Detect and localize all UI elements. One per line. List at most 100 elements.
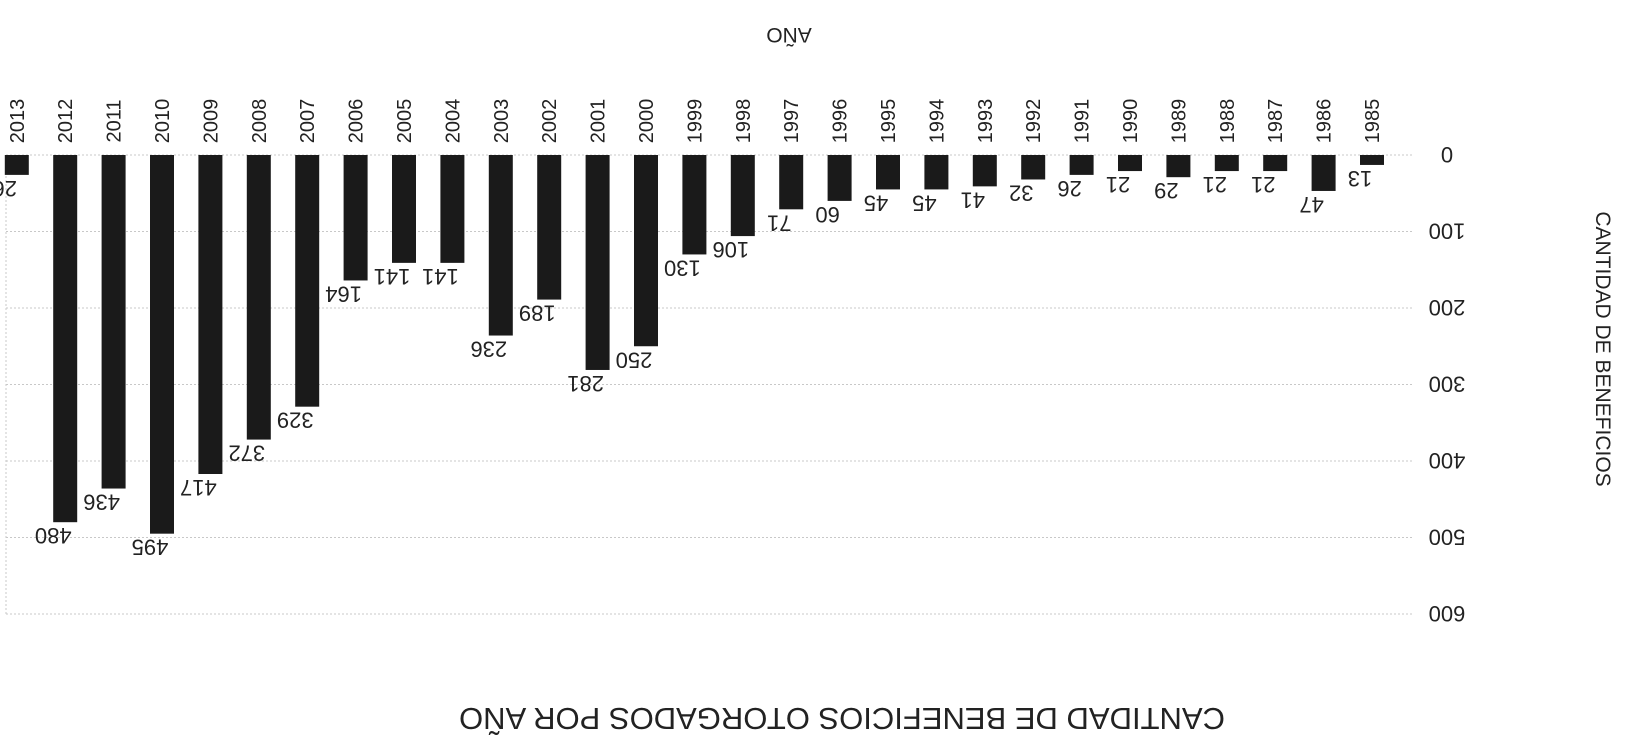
- data-label: 495: [132, 535, 169, 560]
- y-tick-label: 600: [1429, 601, 1466, 626]
- bar: [537, 155, 562, 300]
- data-label: 47: [1299, 192, 1323, 217]
- category-label: 1999: [684, 99, 706, 144]
- bar: [634, 155, 658, 347]
- data-label: 130: [664, 255, 701, 280]
- bar: [295, 155, 320, 407]
- bar: [779, 155, 804, 210]
- category-label: 2003: [491, 99, 513, 144]
- bar: [924, 155, 949, 190]
- category-label: 2006: [346, 99, 368, 144]
- data-label: 417: [180, 475, 217, 500]
- bar: [392, 155, 416, 263]
- category-label: 1997: [781, 99, 803, 144]
- data-label: 26: [0, 176, 17, 201]
- data-label: 26: [1057, 176, 1081, 201]
- grid-lines: [5, 154, 1412, 615]
- data-label: 41: [961, 187, 985, 212]
- data-label: 480: [35, 523, 72, 548]
- data-label: 21: [1203, 172, 1227, 197]
- data-label: 45: [912, 190, 936, 215]
- bar: [101, 155, 126, 489]
- category-label: 2005: [394, 99, 416, 144]
- bar: [1118, 155, 1142, 172]
- data-label: 436: [83, 490, 120, 515]
- data-label: 189: [519, 301, 556, 326]
- category-label: 1998: [733, 99, 755, 144]
- category-label: 1991: [1072, 99, 1094, 144]
- chart-title: CANTIDAD DE BENEFICIOS OTORGADOS POR AÑO: [459, 701, 1225, 736]
- y-tick-label: 200: [1429, 295, 1466, 320]
- data-label: 71: [767, 210, 791, 235]
- data-label: 106: [712, 237, 749, 262]
- data-labels: 13 47 21 21 29 21 26 32 41 45 45 60 71 106 130 250 281 18…: [0, 166, 1372, 560]
- data-label: 164: [325, 281, 362, 306]
- category-labels: 1985 1986 1987 1988 1989 1990 1991 1992 1993 1994…: [7, 99, 1384, 144]
- category-label: 1988: [1217, 99, 1239, 144]
- bar: [150, 155, 174, 534]
- bar: [343, 155, 368, 281]
- category-label: 1985: [1362, 99, 1384, 144]
- data-label: 29: [1154, 178, 1178, 203]
- category-label: 2011: [104, 99, 126, 142]
- category-label: 1987: [1265, 99, 1287, 144]
- y-tick-labels: 0 100 200 300 400 500 600: [1429, 142, 1466, 626]
- category-label: 2012: [55, 99, 77, 144]
- category-label: 2008: [249, 99, 271, 144]
- data-label: 141: [422, 264, 459, 289]
- category-label: 1993: [975, 99, 997, 144]
- bar: [4, 155, 29, 175]
- bar: [585, 155, 610, 370]
- category-label: 2000: [636, 99, 658, 144]
- bar: [1263, 155, 1288, 172]
- bar: [876, 155, 900, 190]
- x-axis-title: AÑO: [766, 23, 812, 47]
- category-label: 2013: [7, 99, 29, 144]
- category-label: 1995: [878, 99, 900, 144]
- category-label: 2007: [297, 99, 319, 144]
- category-label: 2009: [200, 99, 222, 144]
- y-tick-label: 100: [1429, 219, 1466, 244]
- data-label: 372: [228, 441, 265, 466]
- bar: [488, 155, 513, 336]
- data-label: 32: [1009, 180, 1033, 205]
- data-label: 250: [616, 347, 653, 372]
- bar: [1360, 155, 1384, 165]
- y-tick-label: 0: [1441, 142, 1453, 167]
- data-label: 281: [567, 371, 604, 396]
- category-label: 2002: [539, 99, 561, 144]
- y-tick-label: 500: [1429, 525, 1466, 550]
- data-label: 21: [1251, 172, 1275, 197]
- data-label: 329: [277, 408, 314, 433]
- bar: [1214, 155, 1239, 172]
- data-label: 21: [1106, 172, 1130, 197]
- category-label: 2010: [152, 99, 174, 144]
- data-label: 141: [374, 264, 411, 289]
- category-label: 2001: [588, 99, 610, 144]
- y-axis-title: CANTIDAD DE BENEFICIOS: [1591, 211, 1614, 486]
- bar: [198, 155, 223, 475]
- bars: [4, 155, 1384, 534]
- data-label: 45: [864, 190, 888, 215]
- category-label: 1989: [1168, 99, 1190, 144]
- category-label: 1986: [1314, 99, 1336, 144]
- data-label: 236: [470, 337, 507, 362]
- bar: [1021, 155, 1046, 180]
- data-label: 60: [815, 202, 839, 227]
- bar: [440, 155, 465, 263]
- bar: [827, 155, 852, 201]
- bar: [1311, 155, 1336, 191]
- category-label: 1990: [1120, 99, 1142, 144]
- category-label: 1992: [1023, 99, 1045, 144]
- bar: [972, 155, 997, 187]
- y-tick-label: 300: [1429, 372, 1466, 397]
- bar: [730, 155, 755, 237]
- data-label: 13: [1348, 166, 1372, 191]
- bar: [246, 155, 271, 440]
- bar: [53, 155, 78, 523]
- bar: [1069, 155, 1094, 175]
- category-label: 1996: [830, 99, 852, 144]
- bar: [1166, 155, 1191, 178]
- category-label: 2004: [442, 99, 464, 144]
